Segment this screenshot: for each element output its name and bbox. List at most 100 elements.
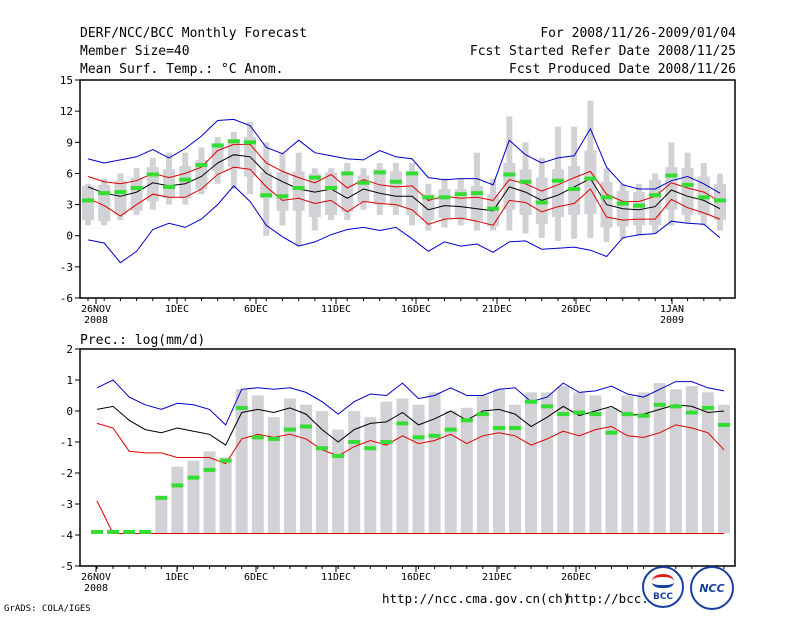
panel-title: Prec.: log(mm/d)	[80, 333, 205, 348]
box-bar	[380, 401, 393, 534]
produced-date: Fcst Produced Date 2008/11/26	[509, 62, 736, 77]
median-marker	[454, 192, 467, 197]
median-marker	[714, 198, 726, 203]
median-marker	[557, 412, 570, 417]
median-marker	[276, 194, 289, 199]
median-marker	[541, 404, 554, 409]
box-bar	[203, 451, 216, 534]
y-tick-label: 9	[66, 136, 73, 149]
median-marker	[146, 172, 159, 177]
box-bar	[557, 386, 570, 534]
median-marker	[503, 172, 516, 177]
box-bar	[621, 395, 634, 534]
box-bar	[364, 417, 377, 534]
box-bar	[589, 395, 602, 534]
mean-line	[96, 404, 725, 446]
box-bar	[316, 411, 329, 534]
variable-label: Mean Surf. Temp.: °C Anom.	[80, 62, 284, 77]
member-size: Member Size=40	[80, 44, 190, 59]
lower-line	[96, 422, 725, 465]
median-marker	[187, 475, 200, 480]
median-marker	[487, 206, 500, 211]
median-marker	[380, 440, 393, 444]
ncc-url[interactable]: http://ncc.cma.gov.cn(ch)	[382, 591, 571, 606]
box-bar	[171, 466, 184, 534]
y-tick-label: 1	[66, 374, 73, 387]
box-bar	[653, 383, 666, 534]
median-marker	[649, 193, 662, 198]
mean-line	[87, 154, 721, 212]
median-marker	[573, 410, 586, 415]
box-bar	[308, 173, 321, 218]
median-marker	[163, 184, 176, 189]
box-bar	[649, 179, 662, 226]
box-bar	[341, 171, 354, 212]
median-marker	[665, 173, 678, 178]
median-marker	[389, 179, 402, 184]
median-marker	[621, 412, 634, 417]
y-tick-label: 3	[66, 199, 73, 212]
box-bar	[541, 392, 554, 534]
median-marker	[91, 529, 103, 534]
median-marker	[130, 185, 143, 190]
x-tick-label: 1DEC	[165, 304, 189, 315]
bcc-logo-text: BCC	[652, 592, 674, 602]
min-line	[87, 185, 721, 264]
median-marker	[568, 187, 581, 191]
x-tick-label: 26NOV	[81, 572, 111, 583]
median-marker	[460, 418, 473, 423]
median-marker	[605, 430, 618, 435]
box-bar	[98, 184, 111, 222]
ncc-logo-text: NCC	[699, 581, 725, 595]
median-marker	[589, 412, 602, 417]
box-bar	[155, 497, 168, 534]
y-tick-label: 0	[66, 405, 73, 418]
median-marker	[139, 529, 152, 534]
box-bar	[422, 194, 435, 221]
x-tick-label: 1JAN	[660, 304, 684, 315]
box-bar	[292, 171, 305, 211]
ncc-logo: NCC	[690, 566, 734, 610]
box-bar	[681, 168, 694, 215]
median-marker	[396, 421, 409, 426]
median-marker	[428, 433, 441, 438]
median-marker	[422, 195, 435, 200]
median-marker	[653, 402, 666, 407]
y-tick-label: 6	[66, 167, 73, 180]
median-marker	[123, 529, 136, 534]
y-tick-label: -1	[60, 436, 73, 449]
box-bar	[114, 180, 127, 215]
box-bar	[605, 407, 618, 534]
median-marker	[325, 185, 338, 190]
box-bar	[82, 185, 94, 221]
median-marker	[669, 404, 682, 409]
median-marker	[406, 171, 419, 176]
median-marker	[685, 410, 698, 415]
box-bar	[227, 140, 240, 168]
box-bar	[396, 398, 409, 534]
bcc-url[interactable]: http://bcc.	[566, 591, 649, 606]
y-tick-label: -2	[60, 467, 73, 480]
median-marker	[616, 201, 629, 206]
min-line	[96, 500, 724, 534]
box-bar	[283, 398, 296, 534]
median-marker	[701, 405, 714, 410]
median-marker	[82, 198, 94, 203]
lower-line	[87, 166, 721, 226]
y-tick-label: 2	[66, 343, 73, 356]
box-bar	[130, 177, 143, 211]
box-bar	[373, 169, 386, 205]
y-tick-label: -3	[60, 498, 73, 511]
box-bar	[251, 395, 264, 534]
median-marker	[171, 483, 184, 488]
box-bar	[454, 189, 467, 219]
box-bar	[444, 411, 457, 534]
median-marker	[357, 180, 370, 185]
box-bar	[300, 404, 312, 534]
box-bar	[665, 167, 678, 210]
median-marker	[509, 426, 521, 431]
median-marker	[195, 163, 208, 168]
chart-title: DERF/NCC/BCC Monthly Forecast	[80, 26, 307, 41]
